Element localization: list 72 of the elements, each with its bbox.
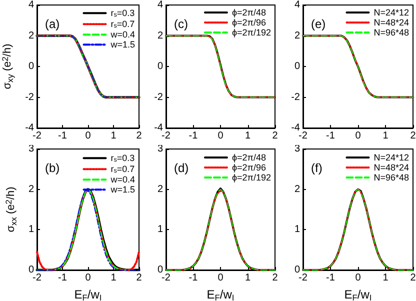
annotation: (a) <box>45 17 60 31</box>
y-tick-label: 2 <box>294 30 300 42</box>
x-tick-label: 1 <box>382 130 389 142</box>
y-axis-title: σxx (e2/h) <box>3 186 19 232</box>
y-tick-label: -4 <box>25 122 34 134</box>
y-tick-label: 4 <box>294 0 300 10</box>
y-tick-label: 1 <box>157 224 164 236</box>
y-tick-label: -2 <box>25 92 34 103</box>
annotation: (f) <box>311 161 322 175</box>
annotation: (d) <box>174 161 189 175</box>
x-tick-label: 0 <box>85 130 92 142</box>
x-tick-label: 1 <box>382 272 389 284</box>
x-tick-label: 2 <box>410 130 416 142</box>
annotation: (e) <box>311 17 326 31</box>
x-tick-label: 0 <box>85 272 92 284</box>
y-tick-label: 0 <box>294 264 300 276</box>
x-tick-label: 0 <box>218 130 224 142</box>
y-tick-label: 0 <box>157 61 164 72</box>
legend-label: ϕ=2π/96 <box>232 162 266 172</box>
legend-label: N=24*12 <box>374 8 409 18</box>
y-tick-label: 2 <box>28 184 34 195</box>
y-tick-label: -4 <box>291 122 300 134</box>
y-tick-label: 4 <box>28 0 34 10</box>
x-tick-label: 1 <box>244 272 251 284</box>
x-tick-label: 0 <box>218 272 224 284</box>
legend-label: w=1.5 <box>110 40 136 50</box>
y-tick-label: 0 <box>28 264 34 276</box>
y-tick-label: 1 <box>294 224 300 236</box>
y-tick-label: 1 <box>28 224 34 236</box>
x-tick-label: 2 <box>136 272 142 284</box>
legend-label: ϕ=2π/192 <box>232 28 272 38</box>
y-tick-label: 2 <box>28 30 34 42</box>
legend-label: N=48*24 <box>374 162 409 172</box>
x-tick-label: 0 <box>355 130 362 142</box>
x-tick-label: -1 <box>188 272 198 284</box>
legend-label: w=0.4 <box>110 174 136 185</box>
legend-label: ϕ=2π/48 <box>232 8 266 18</box>
legend-label: N=24*12 <box>374 152 409 162</box>
legend-label: w=0.4 <box>110 30 136 40</box>
y-tick-label: -4 <box>154 122 164 134</box>
annotation: (b) <box>45 161 60 175</box>
legend-label: N=48*24 <box>374 18 409 28</box>
y-tick-label: 2 <box>157 30 164 42</box>
x-tick-label: 0 <box>355 272 362 284</box>
x-tick-label: -1 <box>326 130 336 142</box>
y-tick-label: 2 <box>294 184 300 195</box>
y-tick-label: -2 <box>291 92 300 103</box>
y-axis-title: σxy (e2/h) <box>0 44 16 90</box>
legend-label: w=1.5 <box>110 184 136 195</box>
x-tick-label: 2 <box>272 272 278 284</box>
x-tick-label: -1 <box>58 272 68 284</box>
legend-label: ϕ=2π/192 <box>232 172 272 182</box>
x-tick-label: 2 <box>410 272 416 284</box>
legend-label: ϕ=2π/48 <box>232 152 266 162</box>
x-tick-label: -1 <box>58 130 68 142</box>
y-tick-label: 2 <box>157 184 164 195</box>
x-tick-label: 1 <box>110 130 117 142</box>
y-tick-label: 0 <box>157 264 164 276</box>
x-tick-label: -1 <box>188 130 198 142</box>
y-tick-label: 0 <box>294 61 300 72</box>
y-tick-label: 0 <box>28 61 34 72</box>
x-tick-label: 2 <box>136 130 142 142</box>
legend-label: N=96*48 <box>374 172 409 182</box>
y-tick-label: -2 <box>154 92 164 103</box>
x-tick-label: 1 <box>244 130 251 142</box>
x-tick-label: 1 <box>110 272 117 284</box>
x-tick-label: 2 <box>272 130 278 142</box>
legend-label: ϕ=2π/96 <box>232 18 266 28</box>
legend-label: N=96*48 <box>374 28 409 38</box>
annotation: (c) <box>174 17 188 31</box>
y-tick-label: 4 <box>157 0 164 10</box>
x-tick-label: -1 <box>326 272 336 284</box>
